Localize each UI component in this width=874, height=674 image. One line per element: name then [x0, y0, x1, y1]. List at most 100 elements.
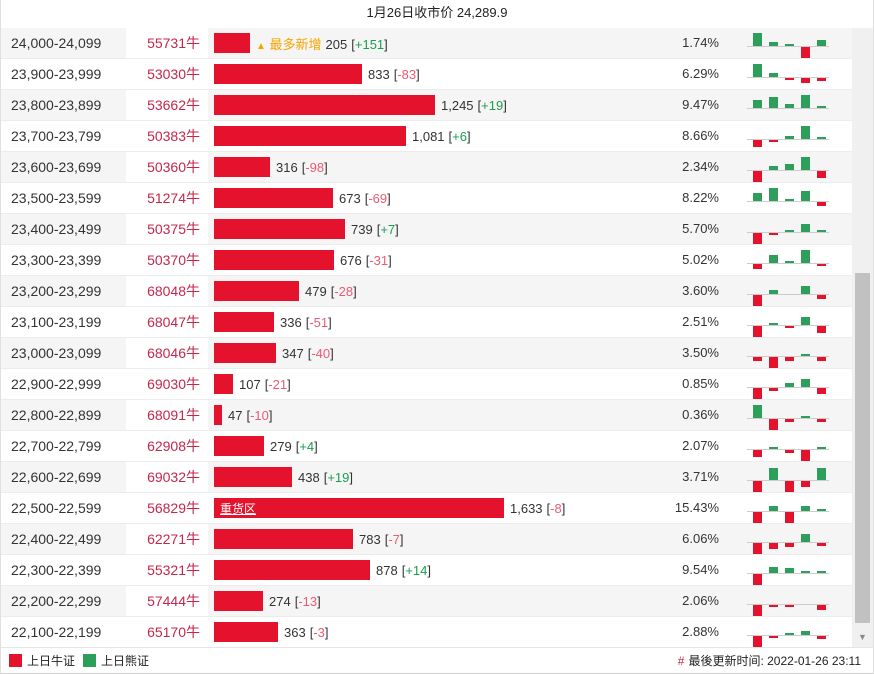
percent-value: 5.70%: [682, 221, 719, 236]
spark-bar: [785, 450, 794, 453]
spark-bar: [769, 73, 778, 77]
prev-day-sparkline: [747, 400, 829, 430]
table-row: 22,400-22,499 62271牛 783 [-7] 6.06%: [1, 524, 854, 555]
spark-bar: [753, 264, 762, 269]
percent-value: 8.22%: [682, 190, 719, 205]
cbbc-code-link[interactable]: 68046牛: [126, 338, 208, 368]
table-row: 22,800-22,899 68091牛 47 [-10] 0.36%: [1, 400, 854, 431]
percent-value: 2.34%: [682, 159, 719, 174]
cbbc-code-link[interactable]: 55321牛: [126, 555, 208, 585]
prev-day-sparkline: [747, 462, 829, 492]
percent-value: 2.06%: [682, 593, 719, 608]
bar-cell: 重货区 1,633 [-8]: [214, 493, 634, 523]
cbbc-code-link[interactable]: 55731牛: [126, 28, 208, 58]
spark-bar: [801, 631, 810, 635]
cbbc-code-link[interactable]: 57444牛: [126, 586, 208, 616]
spark-bar: [753, 405, 762, 418]
cbbc-code-link[interactable]: 50383牛: [126, 121, 208, 151]
table-row: 23,600-23,699 50360牛 316 [-98] 2.34%: [1, 152, 854, 183]
count-bar: [214, 591, 263, 611]
change-value: -3: [313, 624, 325, 640]
cbbc-code-link[interactable]: 69030牛: [126, 369, 208, 399]
bar-cell: 274 [-13]: [214, 586, 634, 616]
cbbc-code-link[interactable]: 56829牛: [126, 493, 208, 523]
change-bracket: [+14]: [401, 562, 432, 578]
spark-bar: [785, 419, 794, 422]
scroll-down-button[interactable]: ▼: [858, 632, 867, 642]
count-value: 1,245: [441, 97, 474, 113]
change-bracket: [+151]: [351, 36, 388, 52]
spark-bar: [817, 202, 826, 206]
spark-bar: [817, 106, 826, 108]
percent-value: 3.60%: [682, 283, 719, 298]
cbbc-code-link[interactable]: 69032牛: [126, 462, 208, 492]
change-value: -51: [309, 314, 329, 330]
price-range-label: 23,700-23,799: [11, 128, 102, 144]
spark-bar: [785, 136, 794, 139]
count-bar: [214, 157, 270, 177]
count-value: 279: [270, 438, 292, 454]
count-bar: [214, 95, 435, 115]
count-value: 107: [239, 376, 261, 392]
spark-bar: [753, 512, 762, 523]
price-range-label: 23,000-23,099: [11, 345, 102, 361]
cbbc-code-link[interactable]: 50370牛: [126, 245, 208, 275]
spark-bar: [769, 506, 778, 511]
price-range-label: 23,600-23,699: [11, 159, 102, 175]
cbbc-code-link[interactable]: 68091牛: [126, 400, 208, 430]
cbbc-code-link[interactable]: 50375牛: [126, 214, 208, 244]
bar-value-label: 316 [-98]: [276, 160, 328, 175]
cbbc-code-link[interactable]: 68048牛: [126, 276, 208, 306]
bar-cell: 316 [-98]: [214, 152, 634, 182]
change-value: -21: [268, 376, 288, 392]
spark-bar: [785, 568, 794, 573]
count-bar: [214, 33, 250, 53]
price-range-label: 23,400-23,499: [11, 221, 102, 237]
change-value: -10: [250, 407, 269, 423]
prev-day-sparkline: [747, 59, 829, 89]
legend-bull-label: 上日牛证: [27, 654, 76, 668]
scrollbar-thumb[interactable]: [855, 273, 870, 623]
percent-value: 3.50%: [682, 345, 719, 360]
spark-bar: [753, 233, 762, 244]
price-range-label: 22,100-22,199: [11, 624, 102, 640]
cbbc-code-link[interactable]: 53030牛: [126, 59, 208, 89]
spark-bar: [801, 416, 810, 418]
percent-value: 2.51%: [682, 314, 719, 329]
price-range-label: 23,500-23,599: [11, 190, 102, 206]
spark-bar: [769, 166, 778, 170]
count-value: 878: [376, 562, 398, 578]
spark-bar: [785, 104, 794, 108]
percent-value: 9.47%: [682, 97, 719, 112]
cbbc-code-link[interactable]: 62271牛: [126, 524, 208, 554]
percent-value: 15.43%: [674, 500, 719, 515]
legend-bull: 上日牛证: [9, 652, 75, 669]
percent-value: 6.29%: [682, 66, 719, 81]
scrollbar-track[interactable]: ▼: [852, 28, 873, 648]
spark-bar: [769, 357, 778, 368]
spark-bar: [801, 506, 810, 511]
price-range-label: 22,800-22,899: [11, 407, 102, 423]
price-range-label: 23,200-23,299: [11, 283, 102, 299]
change-value: -28: [334, 283, 354, 299]
count-bar: [214, 312, 274, 332]
cbbc-code-link[interactable]: 51274牛: [126, 183, 208, 213]
count-value: 833: [368, 66, 390, 82]
spark-bar: [801, 571, 810, 573]
change-bracket: [-13]: [294, 593, 321, 609]
spark-bar: [801, 317, 810, 325]
spark-bar: [817, 543, 826, 546]
cbbc-code-link[interactable]: 68047牛: [126, 307, 208, 337]
change-bracket: [-3]: [309, 624, 329, 640]
table-row: 22,500-22,599 56829牛 重货区 1,633 [-8] 15.43…: [1, 493, 854, 524]
cbbc-code-link[interactable]: 65170牛: [126, 617, 208, 647]
cbbc-code-link[interactable]: 50360牛: [126, 152, 208, 182]
cbbc-code-link[interactable]: 62908牛: [126, 431, 208, 461]
spark-bar: [785, 383, 794, 387]
table-row: 23,000-23,099 68046牛 347 [-40] 3.50%: [1, 338, 854, 369]
count-value: 783: [359, 531, 381, 547]
cbbc-code-link[interactable]: 53662牛: [126, 90, 208, 120]
spark-bar: [753, 450, 762, 457]
count-bar: [214, 560, 370, 580]
count-bar: [214, 64, 362, 84]
